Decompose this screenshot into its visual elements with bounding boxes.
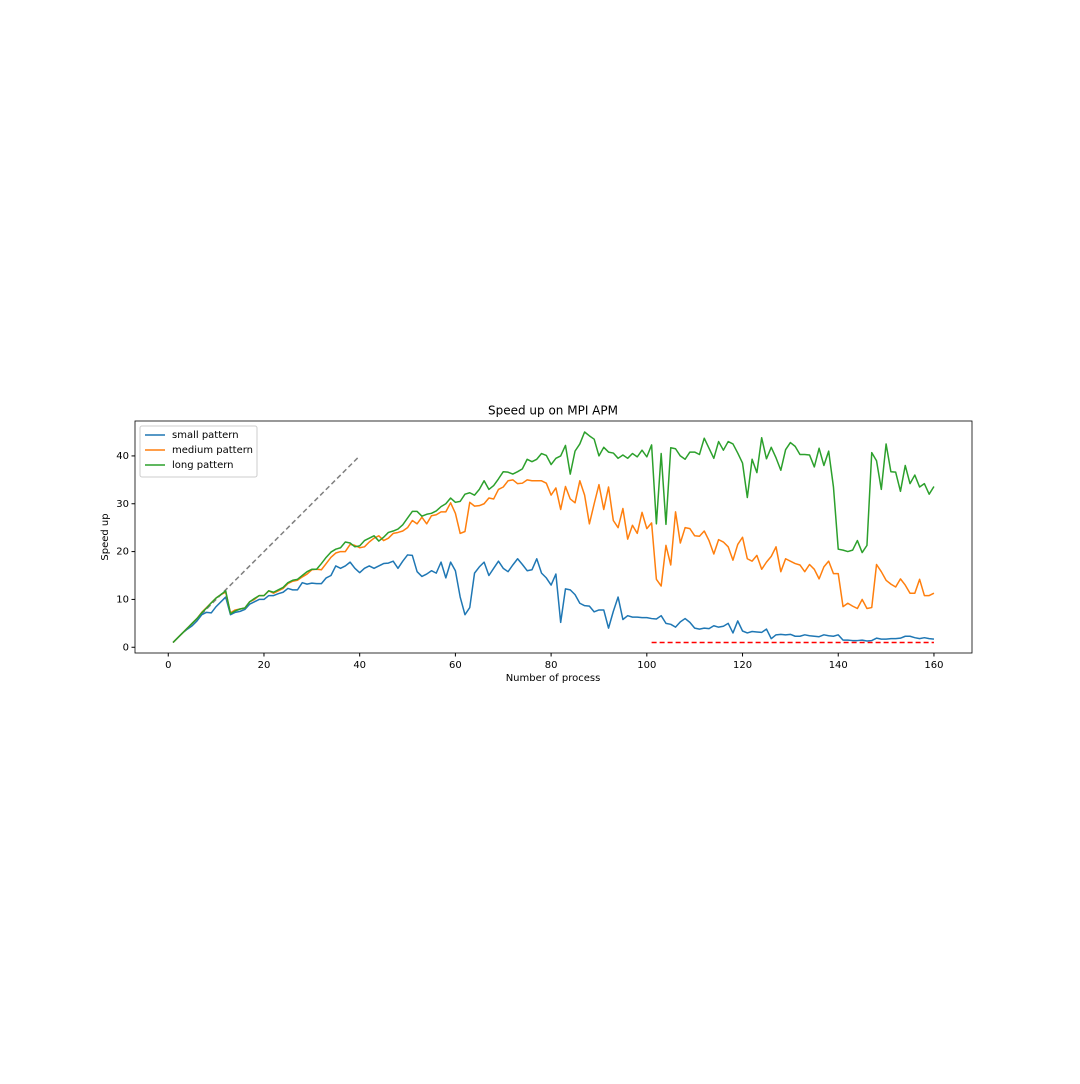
- line-series: [172, 479, 935, 644]
- x-tick-label: 120: [733, 660, 752, 671]
- y-tick-label: 30: [116, 499, 129, 510]
- x-tick-label: 160: [924, 660, 943, 671]
- legend-label: long pattern: [172, 460, 234, 471]
- x-tick-label: 60: [449, 660, 462, 671]
- x-tick-label: 80: [545, 660, 558, 671]
- y-tick-label: 10: [116, 594, 129, 605]
- chart-title: Speed up on MPI APM: [488, 404, 618, 418]
- y-tick-label: 40: [116, 451, 129, 462]
- x-tick-label: 100: [637, 660, 656, 671]
- legend-box: [139, 425, 258, 478]
- y-axis-label: Speed up: [100, 513, 111, 560]
- plot-frame: [134, 420, 973, 654]
- legend-label: small pattern: [172, 430, 239, 441]
- y-tick-label: 20: [116, 547, 129, 558]
- x-tick-label: 40: [353, 660, 366, 671]
- line-series: [172, 431, 935, 644]
- x-tick-label: 0: [165, 660, 171, 671]
- y-tick-label: 0: [123, 642, 129, 653]
- legend-label: medium pattern: [172, 445, 253, 456]
- x-axis-label: Number of process: [506, 673, 601, 684]
- x-tick-label: 140: [829, 660, 848, 671]
- line-series: [172, 554, 935, 644]
- x-tick-label: 20: [258, 660, 271, 671]
